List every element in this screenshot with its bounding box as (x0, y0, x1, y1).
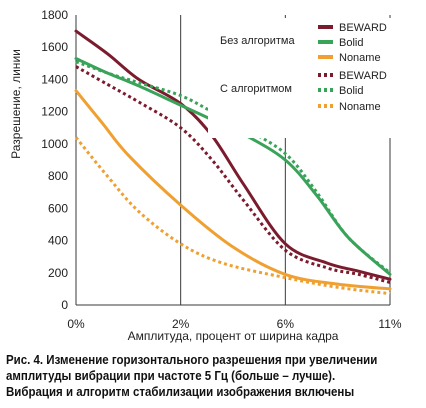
x-axis-title: Амплитуда, процент от ширина кадра (128, 329, 339, 343)
y-tick-label: 400 (48, 234, 68, 248)
line-chart: 0 200 400 600 800 1000 1200 1400 1600 1800 0% 2% 6% 1… (9, 8, 408, 343)
y-tick-label: 1200 (41, 105, 68, 119)
legend-entry-label: Noname (339, 52, 381, 64)
y-axis-title: Разрешение, линии (9, 49, 23, 159)
legend-entry-label: BEWARD (339, 22, 387, 34)
legend: Без алгоритма BEWARD Bolid Noname С алгоритм… (208, 18, 408, 138)
series-beward-without-algorithm-line (74, 29, 392, 281)
x-tick-label: 2% (172, 317, 190, 331)
caption-line-2: амплитуды вибрации при частоте 5 Гц (бол… (6, 369, 336, 383)
caption-line-3: Вибрация и алгоритм стабилизации изображ… (6, 385, 355, 399)
legend-entry-label: BEWARD (339, 70, 387, 82)
legend-entry-label: Noname (339, 101, 381, 113)
legend-group-title: С алгоритмом (220, 83, 292, 95)
y-tick-label: 1400 (41, 72, 68, 86)
legend-group-title: Без алгоритма (220, 35, 295, 47)
axes-layer: 0 200 400 600 800 1000 1200 1400 1600 1800 0% 2% 6% 1… (41, 8, 402, 331)
series-beward-with-algorithm-line (75, 65, 391, 284)
y-tick-label: 0 (61, 298, 68, 312)
y-tick-label: 1000 (41, 137, 68, 151)
x-tick-label: 0% (67, 317, 85, 331)
y-tick-label: 600 (48, 201, 68, 215)
y-tick-label: 200 (48, 266, 68, 280)
y-tick-label: 1800 (41, 8, 68, 22)
legend-entry-label: Bolid (339, 37, 363, 49)
caption-line-1: Рис. 4. Изменение горизонтального разреш… (6, 353, 378, 367)
series-noname-without-algorithm-line (74, 89, 392, 291)
y-tick-label: 1600 (41, 40, 68, 54)
y-tick-label: 800 (48, 169, 68, 183)
x-tick-label: 11% (378, 317, 401, 331)
legend-background (208, 18, 408, 138)
series-noname-with-algorithm-line (74, 136, 391, 296)
x-tick-label: 6% (277, 317, 295, 331)
legend-entry-label: Bolid (339, 85, 363, 97)
figure-caption: Рис. 4. Изменение горизонтального разреш… (6, 352, 387, 400)
